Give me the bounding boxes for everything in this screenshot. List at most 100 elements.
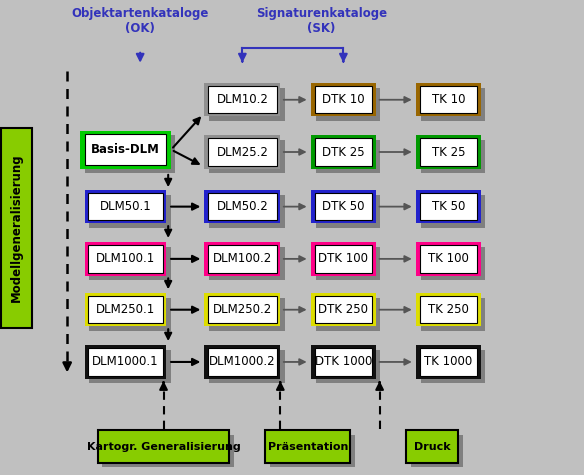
Bar <box>420 193 477 220</box>
Bar <box>421 88 485 121</box>
Text: Signaturenkataloge
(SK): Signaturenkataloge (SK) <box>256 7 387 35</box>
Bar <box>204 242 280 276</box>
Text: Objektartenkataloge
(OK): Objektartenkataloge (OK) <box>71 7 209 35</box>
Bar <box>420 245 477 273</box>
Bar <box>421 247 485 280</box>
Bar <box>204 190 280 223</box>
Bar <box>85 135 175 173</box>
Bar <box>89 247 171 280</box>
Bar <box>421 140 485 173</box>
Bar <box>421 195 485 228</box>
Text: DLM50.1: DLM50.1 <box>100 200 151 213</box>
Bar <box>316 88 380 121</box>
Bar <box>208 193 277 220</box>
Bar <box>85 345 166 379</box>
Text: Kartogr. Generalisierung: Kartogr. Generalisierung <box>86 441 241 452</box>
Text: TK 25: TK 25 <box>432 145 465 159</box>
Bar <box>209 298 285 331</box>
Bar <box>416 293 481 326</box>
Text: DLM100.2: DLM100.2 <box>213 252 272 266</box>
Bar <box>311 135 376 169</box>
Bar <box>416 242 481 276</box>
Text: DTK 25: DTK 25 <box>322 145 364 159</box>
Bar <box>420 138 477 166</box>
Bar <box>265 430 350 463</box>
Bar <box>208 245 277 273</box>
Bar <box>208 138 277 166</box>
Text: DTK 50: DTK 50 <box>322 200 364 213</box>
Bar <box>204 135 280 169</box>
Text: TK 1000: TK 1000 <box>425 355 472 369</box>
Bar <box>88 193 163 220</box>
Bar <box>270 435 355 467</box>
Bar <box>204 293 280 326</box>
Bar <box>421 298 485 331</box>
Text: DLM25.2: DLM25.2 <box>217 145 268 159</box>
Bar <box>204 83 280 116</box>
Bar <box>88 245 163 273</box>
Text: TK 250: TK 250 <box>428 303 469 316</box>
Bar <box>420 296 477 323</box>
Bar <box>89 298 171 331</box>
Bar <box>209 247 285 280</box>
Text: DTK 250: DTK 250 <box>318 303 369 316</box>
Bar <box>311 293 376 326</box>
Bar <box>406 430 458 463</box>
Bar <box>315 193 372 220</box>
Text: Präsentation: Präsentation <box>267 441 348 452</box>
Bar <box>311 190 376 223</box>
Bar <box>81 131 171 169</box>
Text: DLM50.2: DLM50.2 <box>217 200 268 213</box>
Bar <box>1 128 32 328</box>
Bar <box>416 83 481 116</box>
Bar <box>316 140 380 173</box>
Bar <box>89 350 171 383</box>
Text: DLM10.2: DLM10.2 <box>217 93 268 106</box>
Bar <box>411 435 463 467</box>
Bar <box>209 195 285 228</box>
Bar <box>416 345 481 379</box>
Bar <box>98 430 229 463</box>
Bar <box>316 298 380 331</box>
Text: Modellgeneralisierung: Modellgeneralisierung <box>10 154 23 302</box>
Text: TK 100: TK 100 <box>428 252 469 266</box>
Text: DLM250.1: DLM250.1 <box>96 303 155 316</box>
Bar <box>315 138 372 166</box>
Bar <box>204 345 280 379</box>
Text: DLM250.2: DLM250.2 <box>213 303 272 316</box>
Bar <box>85 190 166 223</box>
Bar <box>316 350 380 383</box>
Bar <box>420 348 477 376</box>
Text: DTK 1000: DTK 1000 <box>315 355 372 369</box>
Bar <box>85 293 166 326</box>
Bar <box>421 350 485 383</box>
Bar <box>208 348 277 376</box>
Bar <box>316 247 380 280</box>
Text: Basis-DLM: Basis-DLM <box>91 143 160 156</box>
Text: TK 50: TK 50 <box>432 200 465 213</box>
Bar <box>311 242 376 276</box>
Bar <box>315 245 372 273</box>
Text: DLM1000.1: DLM1000.1 <box>92 355 159 369</box>
Bar <box>209 88 285 121</box>
Text: Druck: Druck <box>414 441 450 452</box>
Bar <box>209 350 285 383</box>
Text: DLM1000.2: DLM1000.2 <box>209 355 276 369</box>
Bar <box>316 195 380 228</box>
Bar <box>315 348 372 376</box>
Bar <box>208 296 277 323</box>
Bar <box>315 86 372 114</box>
Text: DTK 100: DTK 100 <box>318 252 369 266</box>
Bar <box>416 135 481 169</box>
Bar <box>416 190 481 223</box>
Text: TK 10: TK 10 <box>432 93 465 106</box>
Bar <box>103 435 234 467</box>
Text: DTK 10: DTK 10 <box>322 93 364 106</box>
Bar <box>311 345 376 379</box>
Bar <box>315 296 372 323</box>
Bar <box>85 242 166 276</box>
Bar <box>85 134 166 165</box>
Text: DLM100.1: DLM100.1 <box>96 252 155 266</box>
Bar <box>208 86 277 114</box>
Bar <box>209 140 285 173</box>
